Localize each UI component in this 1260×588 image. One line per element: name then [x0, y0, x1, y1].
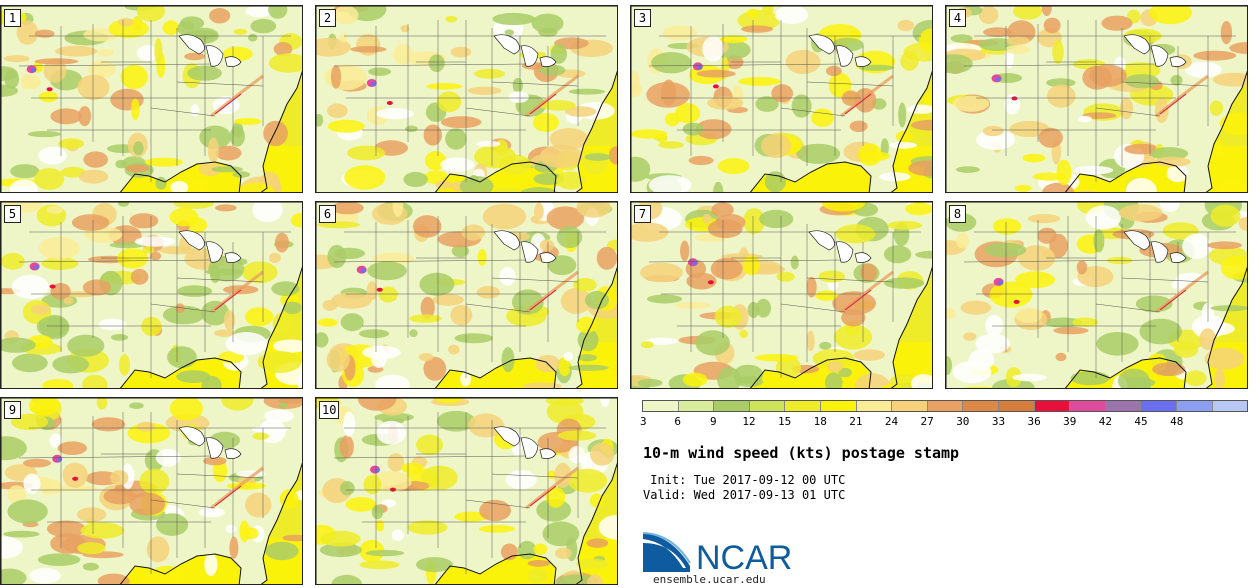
member-panel: 7	[630, 201, 933, 389]
website-url: ensemble.ucar.edu	[653, 573, 766, 586]
logo-wordmark: NCAR	[696, 539, 792, 574]
colorbar-tick-label: 42	[1098, 415, 1113, 428]
colorbar-cell	[820, 401, 857, 411]
colorbar-tick-label: 18	[813, 415, 827, 428]
colorbar-cell	[1034, 401, 1071, 411]
colorbar-cell	[1141, 401, 1177, 411]
colorbar-cell	[1105, 401, 1142, 411]
colorbar-tick-label: 21	[849, 415, 863, 428]
colorbar-cell	[749, 401, 786, 411]
member-number: 8	[949, 205, 966, 223]
colorbar-tick-label: 48	[1170, 415, 1184, 428]
wind-speed-map	[1, 398, 302, 584]
colorbar-cell	[856, 401, 893, 411]
colorbar-cell	[1212, 401, 1248, 411]
wind-speed-map	[946, 6, 1247, 192]
colorbar-cell	[678, 401, 715, 411]
member-panel: 2	[315, 5, 618, 193]
wind-speed-map	[1, 6, 302, 192]
member-number: 5	[4, 205, 21, 223]
colorbar-cell	[1070, 401, 1106, 411]
member-panel: 9	[0, 397, 303, 585]
colorbar-cell	[927, 401, 964, 411]
colorbar-cell	[785, 401, 821, 411]
colorbar-tick-labels: 3 6 9 12 15 18 21 24 27 30 33 36 39 42 45 48	[640, 415, 1248, 429]
colorbar-tick-label: 39	[1063, 415, 1077, 428]
member-panel: 6	[315, 201, 618, 389]
member-number: 9	[4, 401, 21, 419]
colorbar-tick-label: 15	[777, 415, 792, 428]
colorbar-tick-label: 12	[742, 415, 756, 428]
member-number: 1	[4, 9, 21, 27]
colorbar-tick-label: 9	[709, 415, 717, 428]
wind-speed-map	[631, 202, 932, 388]
colorbar-tick-label: 6	[674, 415, 681, 428]
member-panel: 5	[0, 201, 303, 389]
wind-speed-map	[316, 202, 617, 388]
member-number: 7	[634, 205, 651, 223]
member-number: 4	[949, 9, 966, 27]
wind-speed-map	[631, 6, 932, 192]
colorbar-tick-label: 36	[1027, 415, 1041, 428]
colorbar-tick-label: 45	[1134, 415, 1148, 428]
colorbar-cell	[963, 401, 999, 411]
colorbar-tick-label: 3	[640, 415, 647, 428]
colorbar-tick-label: 33	[991, 415, 1006, 428]
ncar-logo: NCAR	[642, 532, 792, 574]
colorbar-tick-label: 30	[956, 415, 970, 428]
chart-title: 10-m wind speed (kts) postage stamp	[643, 444, 960, 462]
member-number: 2	[319, 9, 336, 27]
member-panel: 8	[945, 201, 1248, 389]
member-number: 3	[634, 9, 651, 27]
member-number: 10	[319, 401, 340, 419]
member-number: 6	[319, 205, 336, 223]
wind-speed-colorbar	[642, 400, 1248, 412]
wind-speed-map	[1, 202, 302, 388]
colorbar-cell	[1176, 401, 1213, 411]
member-panel: 4	[945, 5, 1248, 193]
colorbar-cell	[714, 401, 750, 411]
valid-time: Valid: Wed 2017-09-13 01 UTC	[643, 488, 846, 502]
wind-speed-map	[316, 6, 617, 192]
colorbar-tick-label: 24	[884, 415, 899, 428]
member-panel: 3	[630, 5, 933, 193]
init-time: Init: Tue 2017-09-12 00 UTC	[643, 473, 846, 487]
member-panel: 10	[315, 397, 618, 585]
member-panel: 1	[0, 5, 303, 193]
colorbar-cell	[892, 401, 928, 411]
colorbar-cell	[643, 401, 679, 411]
wind-speed-map	[946, 202, 1247, 388]
colorbar-cell	[998, 401, 1035, 411]
wind-speed-map	[316, 398, 617, 584]
colorbar-tick-label: 27	[920, 415, 934, 428]
